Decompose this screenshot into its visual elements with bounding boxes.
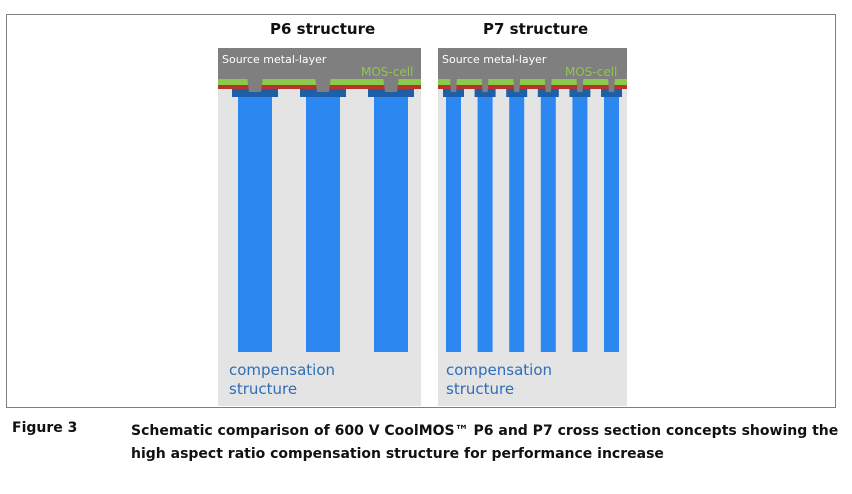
figure-label: Figure 3 bbox=[12, 420, 78, 436]
caption-line-1: Schematic comparison of 600 V CoolMOS™ P… bbox=[131, 423, 839, 439]
p7-source-contact bbox=[512, 66, 521, 92]
p7-pillar-cap bbox=[506, 88, 528, 97]
p7-source-label: Source metal-layer bbox=[442, 53, 547, 66]
p6-source-contact bbox=[381, 66, 401, 92]
p6-pillar-cap bbox=[232, 88, 278, 97]
figure-frame bbox=[6, 14, 836, 408]
p7-compensation-pillar bbox=[572, 95, 588, 352]
p6-pillar-cap bbox=[368, 88, 414, 97]
p6-mos-label: MOS-cell bbox=[361, 65, 413, 79]
p7-title: P7 structure bbox=[483, 20, 589, 38]
p7-compensation-pillar bbox=[540, 95, 556, 352]
p6-source-label: Source metal-layer bbox=[222, 53, 327, 66]
p6-pillar-cap bbox=[300, 88, 346, 97]
p6-source-contact bbox=[313, 66, 333, 92]
p7-mos-label: MOS-cell bbox=[565, 65, 617, 79]
p6-comp-line1: compensation bbox=[229, 361, 336, 379]
p6-compensation-pillar bbox=[306, 95, 340, 352]
caption-line-2: high aspect ratio compensation structure… bbox=[131, 446, 664, 462]
p7-mos-cell-layer bbox=[438, 78, 627, 85]
p6-panel: Source metal-layer MOS-cell bbox=[218, 48, 421, 406]
p6-comp-line2: structure bbox=[229, 380, 298, 398]
p6-title: P6 structure bbox=[270, 20, 376, 38]
p7-source-contact bbox=[607, 66, 616, 92]
p6-source-contact bbox=[245, 66, 265, 92]
p7-pillar-cap bbox=[569, 88, 591, 97]
p7-pillar-cap bbox=[443, 88, 464, 97]
p7-comp-line2: structure bbox=[446, 380, 515, 398]
p7-substrate bbox=[438, 48, 627, 406]
figure-caption: Schematic comparison of 600 V CoolMOS™ P… bbox=[131, 420, 846, 466]
p7-panel: Source metal-layer MOS-cell bbox=[438, 48, 627, 406]
p7-source-contact bbox=[449, 66, 458, 92]
p7-pillar-cap bbox=[601, 88, 622, 97]
p7-source-contact bbox=[480, 66, 490, 92]
p7-pillar-cap bbox=[474, 88, 496, 97]
p7-compensation-pillar bbox=[509, 95, 525, 352]
p6-compensation-label: compensation structure bbox=[229, 361, 335, 399]
p7-compensation-pillar bbox=[604, 95, 619, 352]
p7-source-metal-layer bbox=[438, 48, 627, 79]
p7-oxide-layer bbox=[438, 84, 627, 89]
p7-pillar-cap bbox=[537, 88, 559, 97]
p6-compensation-pillar bbox=[238, 95, 272, 352]
p7-compensation-pillar bbox=[446, 95, 461, 352]
p6-compensation-pillar bbox=[374, 95, 408, 352]
p7-compensation-pillar bbox=[477, 95, 493, 352]
p7-comp-line1: compensation bbox=[446, 361, 553, 379]
p7-compensation-label: compensation structure bbox=[446, 361, 552, 399]
p7-source-contact bbox=[575, 66, 585, 92]
p7-source-contact bbox=[544, 66, 553, 92]
